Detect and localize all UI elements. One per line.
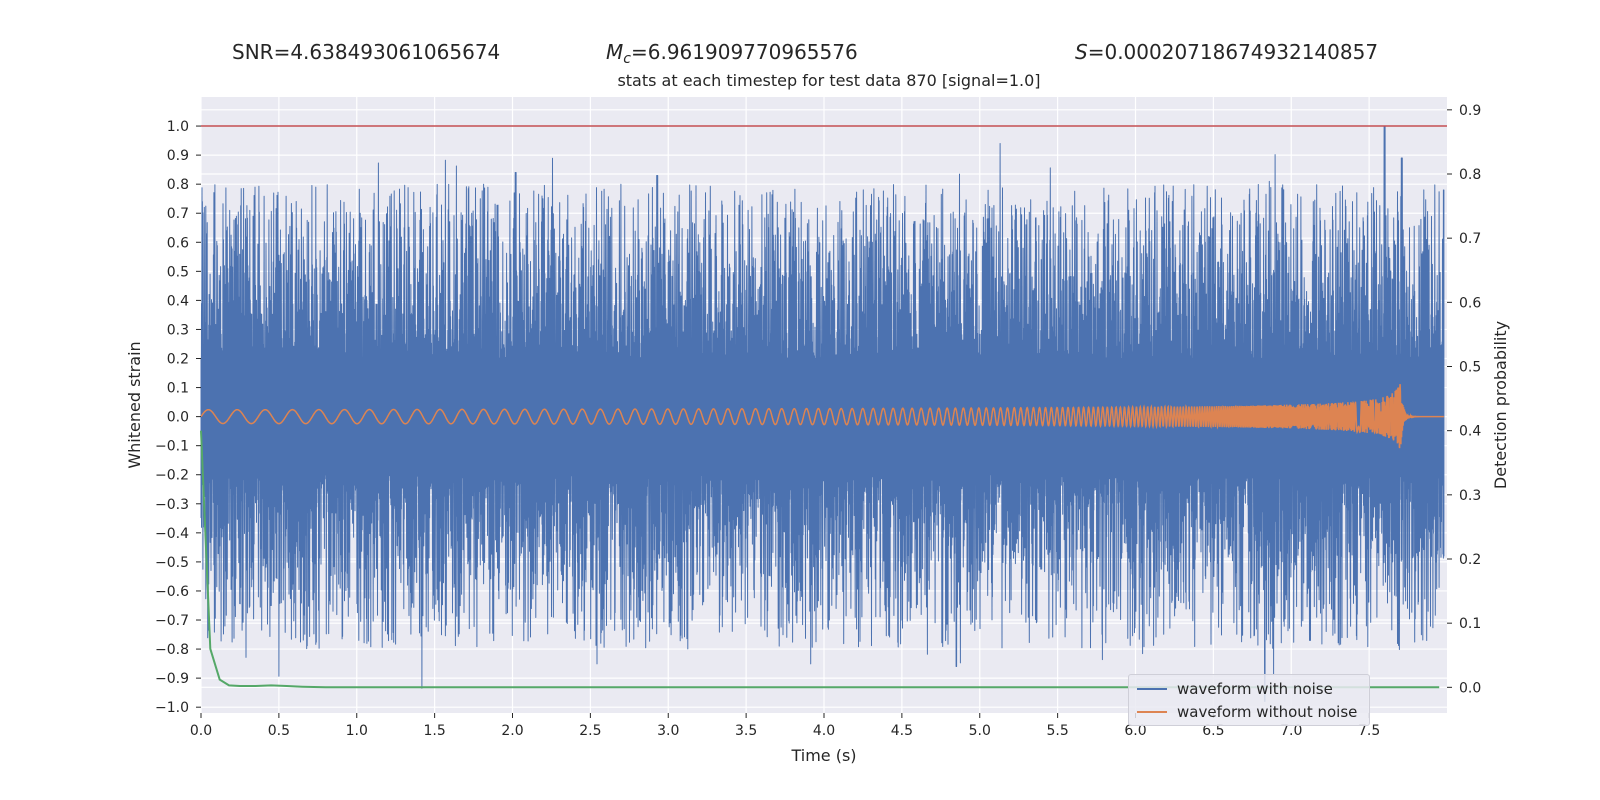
axes: 0.0 0.5 1.0 1.5 2.0 2.5 3.0 3.5 4.0 4.5 5.0 5.5 6.0 6… [155,103,1481,739]
y-tick-label: 0.7 [167,206,189,222]
y-tick-label: 0.4 [167,293,189,309]
legend-label-clean: waveform without noise [1177,703,1358,721]
y2-tick-label: 0.8 [1459,167,1481,183]
y-tick-label: 1.0 [167,119,189,135]
y2-tick-label: 0.3 [1459,488,1481,504]
x-tick-label: 1.0 [346,723,368,739]
y-tick-label: −0.3 [155,497,189,513]
legend-line-noisy [1137,688,1167,690]
y2-tick-label: 0.4 [1459,424,1481,440]
x-tick-label: 3.5 [735,723,757,739]
x-tick-label: 4.5 [891,723,913,739]
y2-tick-label: 0.7 [1459,231,1481,247]
x-tick-label: 7.5 [1358,723,1380,739]
x-tick-label: 7.0 [1280,723,1302,739]
y-tick-label: −0.6 [155,584,189,600]
series-waveform-with-noise [200,125,1445,702]
x-tick-label: 2.0 [501,723,523,739]
snr-value: 4.638493061065674 [290,40,501,64]
data-layer [200,125,1447,702]
series-waveform-without-noise [200,384,1444,449]
y2-axis-label: Detection probability [1491,321,1510,489]
x-tick-label: 6.5 [1202,723,1224,739]
chart-title: stats at each timestep for test data 870… [617,71,1041,90]
y-axis-label: Whitened strain [125,341,144,468]
s-label: S [1075,40,1088,64]
legend-line-clean [1137,711,1167,713]
y-tick-label: 0.1 [167,381,189,397]
y-tick-label: −0.9 [155,671,189,687]
y2-tick-label: 0.9 [1459,103,1481,119]
chirp-mass-symbol: Mc [606,40,631,67]
y2-tick-label: 0.2 [1459,552,1481,568]
chirp-mass-value: 6.961909770965576 [647,40,858,64]
s-value: 0.00020718674932140857 [1104,40,1379,64]
y2-tick-label: 0.6 [1459,295,1481,311]
y-tick-label: −0.5 [155,555,189,571]
y-tick-label: 0.0 [167,410,189,426]
y2-tick-label: 0.0 [1459,680,1481,696]
y-tick-label: −0.1 [155,439,189,455]
y2-tick-label: 0.5 [1459,360,1481,376]
chirp-mass-label: M [606,40,624,64]
y-tick-label: 0.2 [167,352,189,368]
x-tick-label: 0.0 [190,723,212,739]
y-tick-label: 0.6 [167,235,189,251]
y-tick-label: −0.7 [155,613,189,629]
series-detection-probability [200,430,1440,689]
x-tick-label: 5.0 [969,723,991,739]
chirp-mass-stat: Mc=6.961909770965576 [606,40,858,67]
chirp-mass-subscript: c [623,51,631,67]
x-tick-label: 5.5 [1046,723,1068,739]
legend-item-clean: waveform without noise [1137,701,1357,723]
snr-label: SNR [232,40,274,64]
x-tick-label: 6.0 [1124,723,1146,739]
y-tick-label: −0.2 [155,468,189,484]
y-tick-label: −0.4 [155,526,189,542]
x-tick-label: 2.5 [579,723,601,739]
y2-tick-label: 0.1 [1459,616,1481,632]
legend-label-noisy: waveform with noise [1177,680,1333,698]
y-tick-label: 0.8 [167,177,189,193]
x-tick-label: 3.0 [657,723,679,739]
legend-item-noisy: waveform with noise [1137,678,1333,700]
y-tick-label: −1.0 [155,700,189,716]
x-tick-label: 4.0 [813,723,835,739]
y-tick-label: 0.5 [167,264,189,280]
y-tick-label: 0.9 [167,148,189,164]
x-axis-label: Time (s) [790,746,856,765]
legend: waveform with noise waveform without noi… [1128,674,1370,726]
s-stat: S=0.00020718674932140857 [1075,40,1379,64]
y-tick-label: 0.3 [167,322,189,338]
snr-stat: SNR=4.638493061065674 [232,40,501,64]
y-tick-label: −0.8 [155,642,189,658]
x-tick-label: 1.5 [423,723,445,739]
x-tick-label: 0.5 [268,723,290,739]
